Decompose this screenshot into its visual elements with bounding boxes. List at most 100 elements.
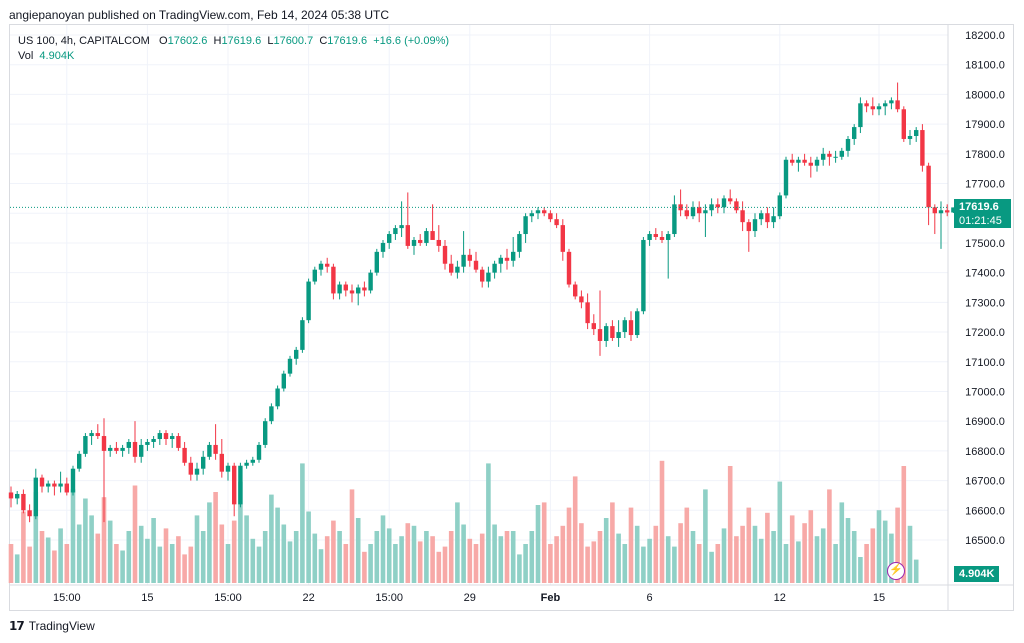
volume-bar	[814, 536, 820, 583]
volume-bar	[529, 531, 535, 583]
volume-bar	[107, 520, 113, 583]
y-tick-label: 16900.0	[965, 416, 1005, 428]
candle-body	[517, 234, 522, 252]
volume-bar	[293, 531, 299, 583]
candle-body	[740, 210, 745, 223]
candle-body	[932, 207, 937, 214]
candle-body	[436, 239, 441, 246]
volume-bar	[467, 538, 473, 583]
volume-bar	[504, 531, 510, 583]
volume-bar	[895, 507, 900, 583]
candle-body	[895, 100, 900, 110]
volume-bar	[58, 528, 63, 583]
volume-bar	[455, 502, 460, 583]
candle-body	[790, 159, 795, 163]
volume-bar	[368, 544, 373, 583]
candle-body	[622, 320, 627, 333]
volume-bar	[45, 537, 51, 583]
volume-bar	[300, 463, 305, 583]
volume-bar	[64, 544, 70, 583]
candle-body	[244, 462, 249, 466]
candle-body	[709, 204, 714, 211]
volume-bar	[796, 541, 801, 583]
x-tick-label: 15	[141, 592, 153, 604]
volume-bar	[647, 538, 652, 583]
open-label: O	[159, 35, 168, 47]
volume-bar	[721, 528, 727, 583]
volume-label[interactable]: Vol	[18, 50, 34, 62]
y-tick-label: 17500.0	[965, 238, 1005, 250]
candle-body	[269, 406, 274, 422]
volume-bar	[510, 531, 516, 583]
lightning-bolt-icon[interactable]: ⚡	[887, 562, 905, 580]
volume-bar	[851, 531, 857, 583]
volume-bar	[157, 546, 163, 583]
candle-body	[387, 234, 392, 243]
volume-bar	[169, 544, 175, 583]
volume-bar	[473, 544, 479, 583]
candle-body	[318, 263, 324, 270]
volume-bar	[479, 533, 485, 583]
volume-bar	[548, 544, 553, 583]
candle-body	[114, 447, 119, 451]
volume-bar	[83, 498, 88, 583]
candle-body	[294, 349, 299, 359]
symbol-label[interactable]: US 100, 4h, CAPITALCOM	[18, 35, 150, 47]
volume-bar	[411, 525, 417, 583]
volume-bar	[306, 511, 311, 583]
volume-bar	[535, 505, 541, 583]
volume-bar	[752, 525, 758, 583]
candle-body	[52, 483, 57, 487]
volume-bar	[591, 541, 597, 583]
volume-bar	[554, 536, 559, 583]
candle-body	[132, 441, 138, 457]
candle-body	[616, 332, 621, 338]
y-tick-label: 18200.0	[965, 30, 1005, 42]
candle-body	[746, 222, 751, 232]
volume-bar	[362, 551, 367, 583]
candle-body	[864, 103, 869, 107]
volume-bar	[839, 502, 845, 583]
volume-bar	[808, 510, 814, 583]
y-tick-label: 17900.0	[965, 119, 1005, 131]
volume-bar	[21, 511, 26, 583]
candle-body	[8, 492, 14, 499]
volume-bar	[727, 466, 733, 583]
volume-bar	[281, 524, 287, 583]
candle-body	[684, 210, 689, 217]
volume-bar	[789, 515, 795, 583]
volume-bar	[219, 524, 225, 583]
volume-bar	[114, 544, 119, 583]
candle-body	[535, 210, 541, 214]
candle-body	[653, 234, 658, 237]
candle-body	[666, 234, 671, 240]
candle-body	[430, 231, 435, 240]
volume-bar	[349, 489, 355, 583]
candle-body	[163, 433, 169, 439]
volume-bar	[238, 481, 243, 583]
tradingview-logo-icon: 𝟭𝟳	[9, 619, 25, 633]
candle-body	[542, 210, 547, 214]
publish-line: angiepanoyan published on TradingView.co…	[9, 8, 390, 22]
volume-bar	[138, 525, 144, 583]
candle-body	[194, 468, 200, 475]
volume-bar	[541, 502, 547, 583]
candle-body	[424, 231, 429, 243]
brand-label: TradingView	[28, 619, 95, 633]
volume-bar	[95, 533, 101, 583]
volume-bar	[70, 489, 76, 583]
candle-body	[287, 358, 293, 374]
candle-body	[721, 198, 727, 208]
volume-bar	[424, 531, 429, 583]
volume-bar	[132, 485, 138, 583]
volume-bar	[337, 531, 342, 583]
volume-bar	[672, 546, 677, 583]
candle-body	[808, 162, 813, 166]
last-price-value: 17619.6	[959, 201, 999, 213]
volume-bar	[436, 551, 442, 583]
legend: US 100, 4h, CAPITALCOM O17602.6 H17619.6…	[18, 34, 449, 64]
candle-body	[83, 436, 88, 454]
volume-bar	[523, 544, 528, 583]
volume-bar	[882, 520, 888, 583]
